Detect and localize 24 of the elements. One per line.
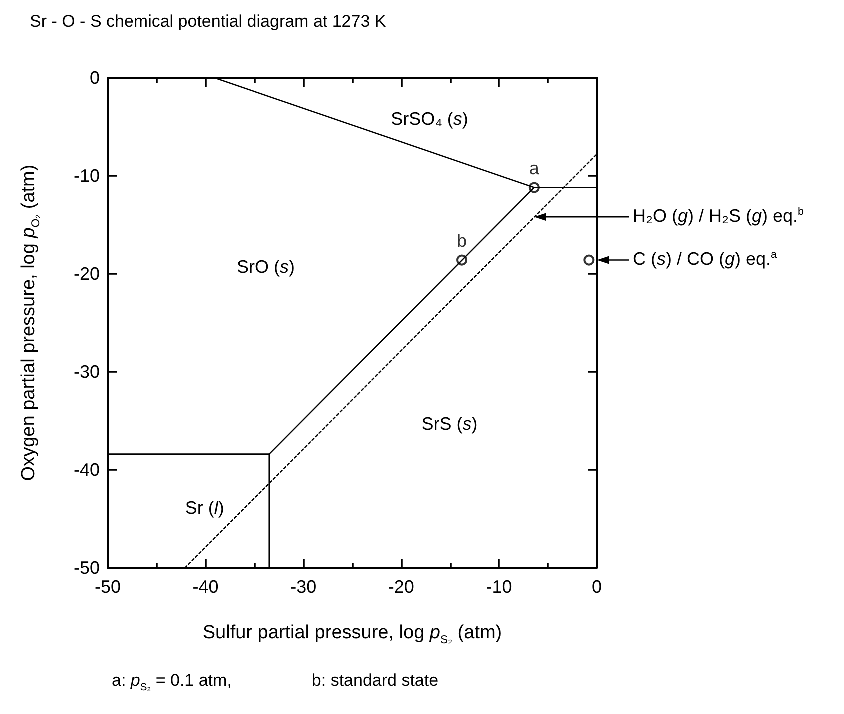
x-tick-label: -50 (94, 577, 122, 597)
y-tick-label: 0 (90, 68, 100, 88)
text: a: p$_{S₂}$ = 0.1 atm, (112, 671, 232, 694)
x-axis-title: Sulfur partial pressure, log p$_{S₂}$ (atm) (202, 622, 502, 646)
annotation: C (s) / CO (g) eq.$^{a}$ (633, 249, 778, 272)
y-tick-label: -50 (74, 558, 100, 578)
annotation: SrS (s) (422, 414, 478, 436)
annotation: SrO (s) (236, 257, 295, 279)
annotation: SrSO₄ (s) (391, 109, 468, 131)
x-tick-label: 0 (592, 577, 602, 597)
chart-title: Sr - O - S chemical potential diagram at 1273 K (30, 12, 386, 32)
text: b: standard state (312, 671, 439, 691)
series-label: a (529, 158, 540, 178)
y-tick-label: -30 (74, 362, 100, 382)
y-tick-label: -10 (74, 166, 100, 186)
x-tick-label: -20 (388, 577, 414, 597)
series-label: b (457, 230, 468, 251)
text: H₂O (g) / H₂S (g) eq.$^{b}$ (633, 206, 804, 228)
x-tick-label: -40 (192, 577, 219, 597)
annotation: Sr (l) (185, 498, 224, 520)
y-tick-label: -20 (74, 264, 100, 284)
x-tick-label: -30 (290, 577, 317, 597)
y-tick-label: -40 (74, 460, 100, 480)
x-tick-label: -10 (486, 577, 512, 597)
